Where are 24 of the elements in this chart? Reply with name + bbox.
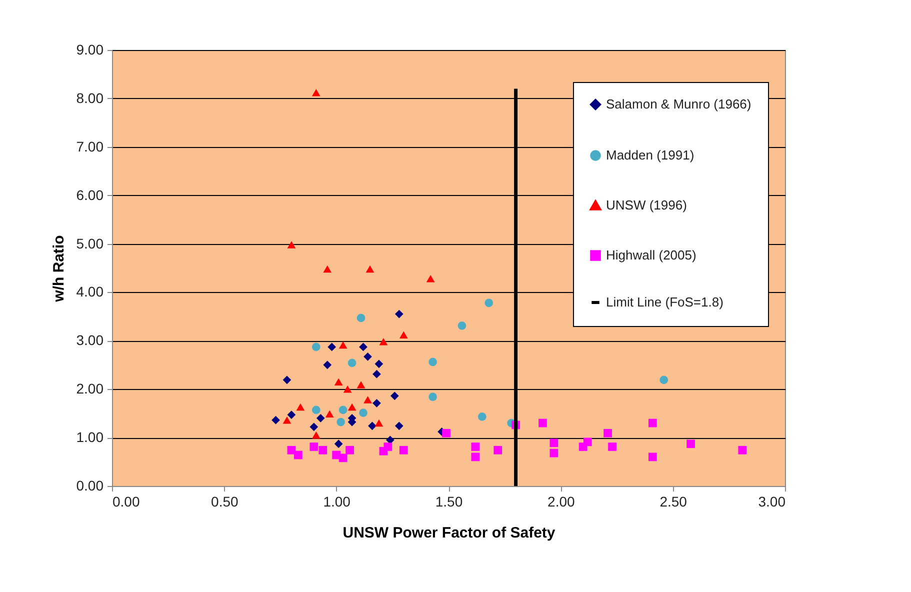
x-tick-label: 2.00 [548,494,576,510]
y-tick-label: 0.00 [76,478,104,494]
y-tick-label: 2.00 [76,380,104,397]
x-axis-title: UNSW Power Factor of Safety [342,524,556,542]
y-tick-label: 3.00 [76,332,104,348]
y-tick-label: 5.00 [76,235,104,252]
legend-label: Limit Line (FoS=1.8) [606,294,724,310]
x-tick-label: 3.00 [758,494,786,510]
legend-label: Highwall (2005) [606,248,696,262]
y-axis-title: w/h Ratio [50,235,68,303]
y-tick-label: 1.00 [76,429,104,446]
legend-label: Madden (1991) [606,148,694,162]
y-tick-label: 8.00 [76,90,104,106]
y-tick-label: 7.00 [76,138,104,154]
y-tick-label: 4.00 [76,284,104,300]
x-tick-label: 0.50 [211,494,239,510]
legend-label: UNSW (1996) [606,198,687,212]
x-tick-label: 1.00 [323,494,351,510]
y-tick-label: 9.00 [76,42,104,58]
x-tick-label: 0.00 [112,494,140,510]
legend-label: Salamon & Munro (1966) [606,96,752,112]
y-tick-label: 6.00 [76,186,104,203]
x-tick-label: 2.50 [660,494,688,510]
x-tick-label: 1.50 [435,494,463,510]
